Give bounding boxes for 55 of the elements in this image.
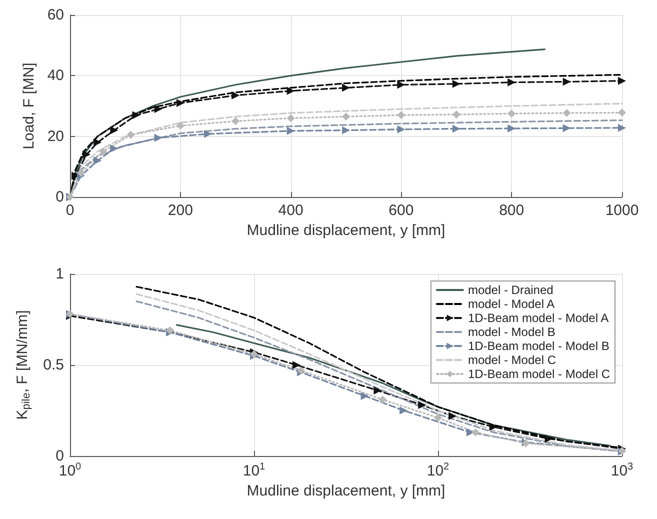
- point: [508, 110, 516, 118]
- y-tick-label: 1: [56, 266, 64, 282]
- point: [176, 98, 184, 107]
- x-tick-label: 400: [278, 202, 304, 219]
- point: [397, 125, 406, 134]
- point: [286, 86, 295, 95]
- point: [286, 114, 295, 122]
- y-tick-label: 0: [56, 188, 64, 206]
- legend-label: model - Drained: [468, 283, 554, 297]
- point: [452, 124, 460, 133]
- point: [204, 130, 212, 138]
- point: [232, 117, 240, 126]
- x-tick-label: 1000: [605, 202, 639, 219]
- point: [618, 108, 626, 117]
- point: [82, 150, 91, 159]
- point: [452, 80, 460, 88]
- point: [94, 156, 102, 165]
- point: [110, 126, 118, 134]
- x-axis-title: Mudline displacement, y [mm]: [246, 222, 446, 239]
- y-tick-label: 0.5: [43, 356, 64, 374]
- legend-label: 1D-Beam model - Model C: [468, 367, 610, 381]
- legend-label: model - Model A: [468, 297, 555, 311]
- y-tick-label: 0: [56, 448, 64, 464]
- point: [342, 126, 350, 134]
- point: [397, 111, 406, 120]
- y-tick-label: 20: [47, 128, 64, 145]
- point: [342, 84, 350, 92]
- point: [154, 134, 162, 142]
- point: [99, 148, 108, 156]
- point: [126, 130, 135, 139]
- point: [154, 105, 162, 114]
- point: [562, 78, 571, 86]
- point: [232, 91, 240, 100]
- point: [176, 122, 184, 130]
- point: [562, 108, 571, 117]
- point: [77, 168, 86, 177]
- x-tick-label: 600: [388, 202, 414, 219]
- x-axis-title: Mudline displacement, y [mm]: [246, 482, 446, 500]
- x-tick-label: 200: [168, 202, 193, 219]
- point: [618, 76, 626, 85]
- point: [94, 138, 102, 146]
- point: [110, 144, 118, 152]
- point: [342, 112, 350, 121]
- legend-label: model - Model B: [468, 325, 556, 339]
- legend-label: 1D-Beam model - Model A: [468, 311, 609, 325]
- y-tick-label: 60: [47, 6, 64, 24]
- y-axis-title: Load, F [MN]: [20, 62, 38, 150]
- x-tick-label: 800: [499, 202, 524, 219]
- y-tick-label: 40: [47, 67, 64, 84]
- point: [452, 110, 460, 118]
- point: [132, 111, 140, 120]
- legend-label: model - Model C: [468, 353, 556, 367]
- legend-label: 1D-Beam model - Model B: [468, 339, 610, 353]
- point: [618, 124, 626, 132]
- y-axis-title: Kpile, F [MN/mm]: [14, 310, 33, 420]
